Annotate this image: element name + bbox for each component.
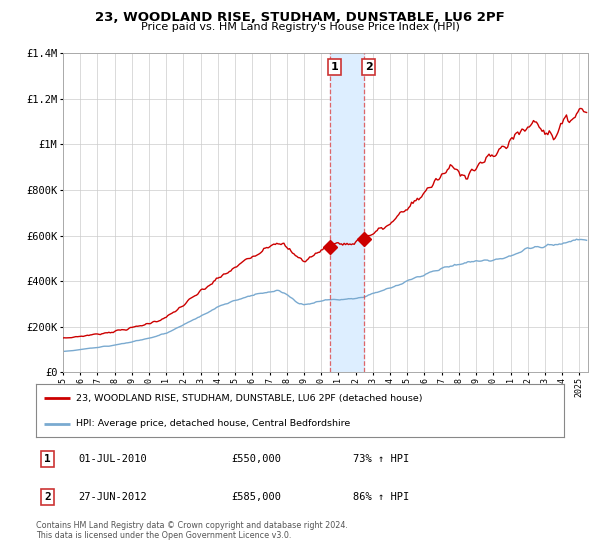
- Text: 23, WOODLAND RISE, STUDHAM, DUNSTABLE, LU6 2PF (detached house): 23, WOODLAND RISE, STUDHAM, DUNSTABLE, L…: [76, 394, 422, 403]
- Text: 2: 2: [365, 62, 373, 72]
- Text: 01-JUL-2010: 01-JUL-2010: [78, 454, 147, 464]
- Text: 86% ↑ HPI: 86% ↑ HPI: [353, 492, 409, 502]
- Text: HPI: Average price, detached house, Central Bedfordshire: HPI: Average price, detached house, Cent…: [76, 419, 350, 428]
- Text: £550,000: £550,000: [232, 454, 281, 464]
- Text: Contains HM Land Registry data © Crown copyright and database right 2024.
This d: Contains HM Land Registry data © Crown c…: [36, 521, 348, 540]
- Text: 1: 1: [44, 454, 50, 464]
- Text: 23, WOODLAND RISE, STUDHAM, DUNSTABLE, LU6 2PF: 23, WOODLAND RISE, STUDHAM, DUNSTABLE, L…: [95, 11, 505, 24]
- Text: 1: 1: [331, 62, 338, 72]
- Text: 2: 2: [44, 492, 50, 502]
- Text: 73% ↑ HPI: 73% ↑ HPI: [353, 454, 409, 464]
- Text: £585,000: £585,000: [232, 492, 281, 502]
- Text: 27-JUN-2012: 27-JUN-2012: [78, 492, 147, 502]
- Text: Price paid vs. HM Land Registry's House Price Index (HPI): Price paid vs. HM Land Registry's House …: [140, 22, 460, 32]
